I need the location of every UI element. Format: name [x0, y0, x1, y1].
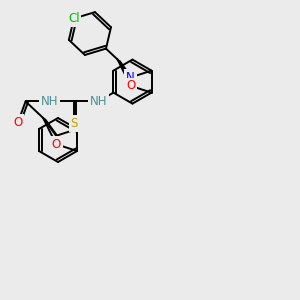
- Text: NH: NH: [89, 95, 107, 108]
- Text: S: S: [70, 117, 78, 130]
- Text: NH: NH: [41, 95, 58, 108]
- Text: O: O: [126, 79, 135, 92]
- Text: O: O: [52, 138, 61, 151]
- Text: O: O: [14, 116, 23, 129]
- Text: N: N: [126, 71, 135, 84]
- Text: Cl: Cl: [68, 12, 80, 25]
